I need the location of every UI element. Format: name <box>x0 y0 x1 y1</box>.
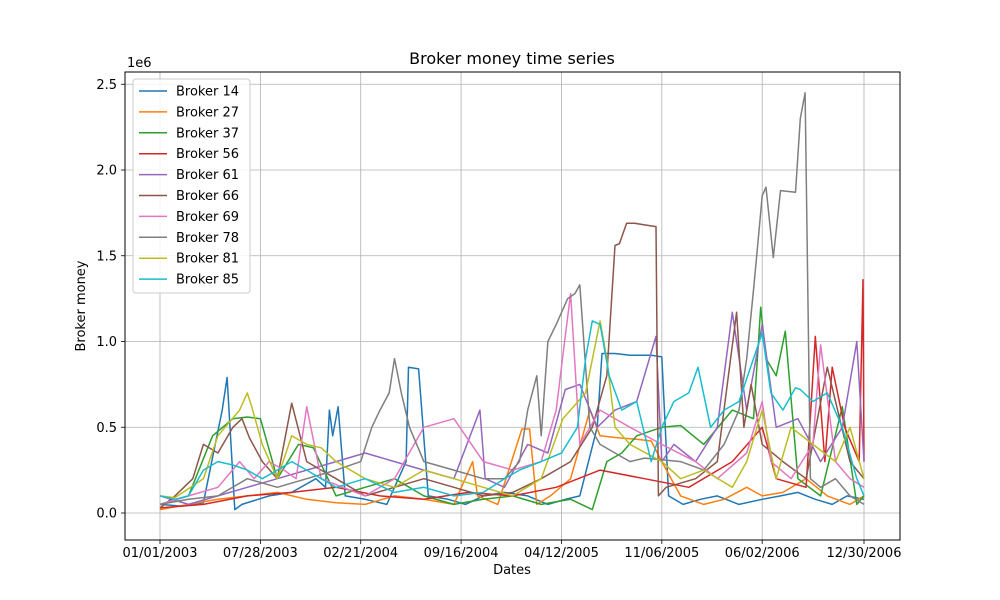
y-tick-label: 2.0 <box>96 164 117 179</box>
y-tick-label: 1.5 <box>96 249 117 264</box>
y-axis-label: Broker money <box>74 260 89 351</box>
y-tick-label: 0.0 <box>96 507 117 522</box>
y-tick-label: 2.5 <box>96 78 117 93</box>
legend-entry: Broker 66 <box>176 189 239 204</box>
x-tick-label: 12/30/2006 <box>827 546 902 561</box>
y-axis: 0.0 0.5 1.0 1.5 2.0 2.5 <box>96 78 125 522</box>
x-axis: 01/01/2003 07/28/2003 02/21/2004 09/16/2004… <box>123 540 902 561</box>
series-line-8 <box>159 92 865 506</box>
legend-entry: Broker 85 <box>176 273 239 288</box>
legend-entry: Broker 56 <box>176 147 239 162</box>
legend: Broker 14 Broker 27 Broker 37 Broker 56 Brok… <box>132 78 251 294</box>
legend-entry: Broker 37 <box>176 126 239 141</box>
chart-title: Broker money time series <box>409 49 615 68</box>
legend-entry: Broker 61 <box>176 168 239 183</box>
x-tick-label: 02/21/2004 <box>323 546 398 561</box>
x-tick-label: 09/16/2004 <box>424 546 499 561</box>
legend-entry: Broker 81 <box>176 252 239 267</box>
grid <box>125 72 900 540</box>
series-line-4 <box>159 279 865 509</box>
x-tick-label: 07/28/2003 <box>223 546 298 561</box>
x-tick-label: 11/06/2005 <box>624 546 699 561</box>
series-line-2 <box>159 409 865 511</box>
series-line-10 <box>159 320 865 501</box>
legend-entry: Broker 78 <box>176 231 239 246</box>
series-line-5 <box>159 311 865 506</box>
legend-entry: Broker 69 <box>176 210 239 225</box>
series-line-6 <box>159 222 865 509</box>
y-tick-label: 0.5 <box>96 421 117 436</box>
x-tick-label: 01/01/2003 <box>123 546 198 561</box>
x-axis-label: Dates <box>493 563 531 578</box>
series-line-9 <box>159 320 865 499</box>
series-line-7 <box>159 292 865 506</box>
series-layer <box>159 92 865 511</box>
x-tick-label: 04/12/2005 <box>524 546 599 561</box>
series-line-3 <box>159 306 865 511</box>
legend-entry: Broker 27 <box>176 105 239 120</box>
x-tick-label: 06/02/2006 <box>725 546 800 561</box>
y-tick-label: 1.0 <box>96 335 117 350</box>
legend-entry: Broker 14 <box>176 85 239 100</box>
plot-frame <box>124 71 901 541</box>
y-offset-label: 1e6 <box>127 56 152 71</box>
